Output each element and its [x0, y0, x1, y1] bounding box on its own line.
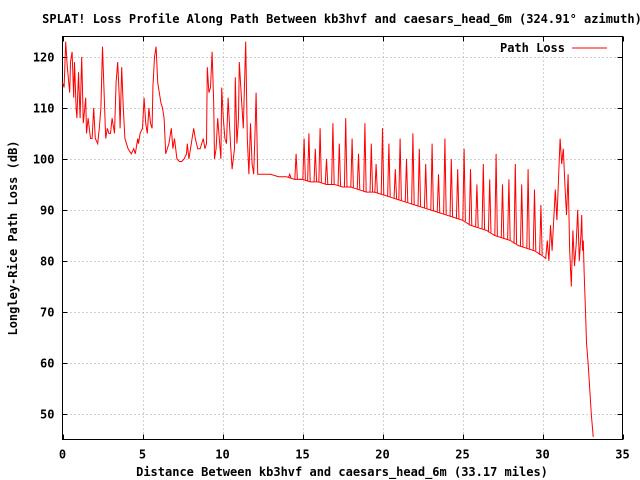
path-loss-spike: [513, 164, 518, 244]
path-loss-spike: [526, 169, 530, 249]
path-loss-spike: [343, 118, 348, 187]
y-tick-label: 80: [40, 255, 54, 269]
path-loss-spike: [430, 143, 434, 211]
path-loss-spike: [324, 158, 329, 185]
y-tick-label: 120: [33, 51, 55, 65]
path-loss-spike: [411, 133, 415, 205]
path-loss-spike: [532, 189, 537, 251]
path-loss-spike: [519, 184, 524, 247]
path-loss-spike: [287, 172, 292, 178]
path-loss-spike: [539, 204, 543, 255]
path-loss-spike: [417, 148, 422, 207]
y-tick-label: 100: [33, 153, 55, 167]
path-loss-spike: [423, 164, 428, 209]
path-loss-spike: [337, 143, 342, 186]
x-tick-label: 35: [615, 448, 629, 462]
series-layer: [62, 41, 594, 437]
path-loss-spike: [494, 153, 498, 236]
path-loss-spike: [436, 174, 441, 213]
path-loss-spike: [369, 143, 374, 193]
y-tick-label: 90: [40, 204, 54, 218]
path-loss-spike: [507, 179, 511, 241]
path-loss-spike: [398, 138, 402, 201]
path-loss-spike: [481, 164, 486, 230]
y-tick-label: 50: [40, 408, 54, 422]
tick-layer: 0 5 10 15 20 25 30 35 50 60 70 80 90 100 110 120: [33, 36, 630, 462]
path-loss-spike: [462, 148, 466, 222]
path-loss-spike: [294, 153, 298, 180]
legend: Path Loss: [500, 41, 607, 55]
path-loss-spike: [387, 143, 391, 197]
path-loss-line: [62, 41, 594, 437]
path-loss-spike: [350, 138, 354, 188]
path-loss-spike: [404, 158, 409, 203]
path-loss-spike: [475, 184, 479, 228]
path-loss-spike: [318, 128, 322, 183]
path-loss-spike: [374, 164, 378, 193]
x-tick-label: 25: [455, 448, 469, 462]
path-loss-spike: [455, 169, 460, 219]
path-loss-spike: [302, 138, 306, 180]
x-tick-label: 20: [375, 448, 389, 462]
chart-title: SPLAT! Loss Profile Along Path Between k…: [42, 12, 640, 27]
path-loss-spike: [500, 184, 505, 239]
x-tick-label: 10: [215, 448, 229, 462]
path-loss-spike: [356, 153, 361, 190]
y-tick-label: 70: [40, 306, 54, 320]
x-axis-label: Distance Between kb3hvf and caesars_head…: [136, 465, 548, 480]
grid-layer: [62, 36, 623, 440]
path-loss-spike: [443, 138, 447, 215]
plot-frame: [62, 36, 623, 440]
x-tick-label: 5: [139, 448, 146, 462]
path-loss-spike: [313, 148, 318, 182]
y-tick-label: 110: [33, 102, 55, 116]
y-tick-label: 60: [40, 357, 54, 371]
x-tick-label: 30: [535, 448, 549, 462]
path-loss-spike: [468, 169, 473, 226]
path-loss-spike: [393, 169, 398, 199]
legend-label: Path Loss: [500, 41, 565, 55]
path-loss-spike: [487, 179, 492, 233]
path-loss-spike: [307, 133, 311, 182]
x-tick-label: 0: [59, 448, 66, 462]
y-axis-label: Longley-Rice Path Loss (dB): [6, 140, 20, 335]
x-tick-label: 15: [295, 448, 309, 462]
path-loss-spike: [363, 123, 367, 192]
path-loss-spike: [380, 128, 385, 195]
path-loss-spike: [331, 123, 335, 185]
path-loss-spike: [449, 158, 454, 217]
